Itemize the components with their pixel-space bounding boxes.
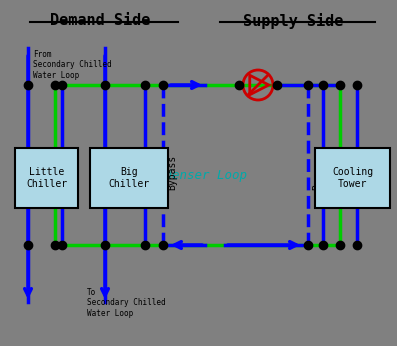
Bar — [15, 148, 78, 208]
Text: Big
Chiller: Big Chiller — [108, 167, 150, 189]
Text: From
Secondary Chilled
Water Loop: From Secondary Chilled Water Loop — [33, 50, 112, 80]
Text: Little
Chiller: Little Chiller — [26, 167, 67, 189]
Text: To
Secondary Chilled
Water Loop: To Secondary Chilled Water Loop — [87, 288, 166, 318]
Text: Demand Side: Demand Side — [50, 13, 150, 28]
Text: Condenser Loop: Condenser Loop — [143, 169, 247, 182]
Bar — [315, 148, 390, 208]
Text: Cooling
Tower: Cooling Tower — [332, 167, 373, 189]
Bar — [90, 148, 168, 208]
Text: Supply Side: Supply Side — [243, 13, 343, 29]
Text: Bypass: Bypass — [312, 154, 322, 190]
Text: Bypass: Bypass — [167, 154, 177, 190]
